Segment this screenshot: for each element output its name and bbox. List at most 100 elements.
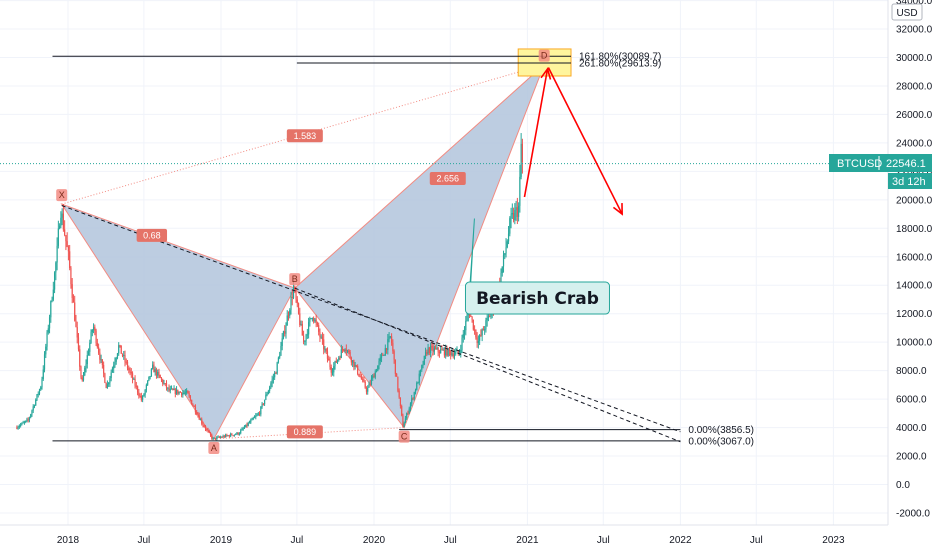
candle-body: [290, 296, 292, 311]
candle-body: [164, 383, 166, 385]
price-tick-label: 8000.0: [896, 366, 927, 377]
candle-body: [255, 415, 257, 418]
candle-body: [101, 359, 103, 365]
candle-body: [412, 398, 414, 400]
price-axis[interactable]: -2000.0 0.0 2000.0 4000.0 6000.0 8000.0 10000.…: [887, 0, 932, 525]
callout-box: [464, 281, 610, 315]
level-label: 261.80%(29613.9): [579, 58, 661, 69]
candle-body: [442, 349, 444, 351]
candle-body: [149, 376, 151, 378]
candle-body: [308, 322, 310, 335]
candle-body: [62, 213, 64, 230]
candle-body: [76, 327, 78, 338]
level-label: 161.80%(30089.7): [579, 52, 661, 63]
candle-body: [417, 382, 419, 384]
price-tick-label: 0.0: [896, 480, 910, 491]
candle-body: [96, 342, 98, 348]
candle-body: [363, 379, 365, 382]
countdown-tag: 3d 12h: [888, 173, 932, 189]
candle-body: [182, 392, 184, 396]
candle-body: [108, 382, 110, 385]
candle-body: [202, 423, 204, 426]
candle-body: [329, 360, 331, 368]
candle-body: [514, 210, 516, 221]
candle-body: [280, 346, 282, 356]
time-axis[interactable]: 2018 Jul 2019 Jul 2020 Jul 2021 Jul 2022 Jul 2023: [0, 524, 932, 550]
candle-body: [299, 313, 301, 325]
candle-body: [30, 414, 32, 418]
candle-body: [334, 361, 336, 367]
candle-body: [341, 349, 344, 351]
candle-body: [432, 346, 434, 352]
candle-body: [393, 351, 395, 360]
candle-body: [463, 330, 466, 335]
candle-body: [61, 213, 63, 218]
candle-body: [407, 413, 409, 415]
candle-body: [189, 396, 191, 400]
candle-body: [394, 359, 396, 374]
time-tick-label: Jul: [137, 535, 150, 546]
candle-body: [38, 389, 41, 394]
candle-body: [206, 429, 208, 431]
candle-body: [314, 319, 316, 322]
candle-body: [466, 315, 468, 321]
candle-body: [128, 368, 130, 371]
candle-body: [422, 364, 424, 366]
candle-body: [197, 414, 199, 416]
time-tick-label: Jul: [290, 535, 303, 546]
candle-body: [502, 254, 505, 267]
candle-body: [481, 329, 483, 336]
candle-body: [269, 387, 271, 391]
candle-body: [226, 434, 228, 436]
candle-body: [85, 364, 87, 368]
candle-body: [431, 346, 433, 348]
price-tick-label: 22000.0: [896, 167, 932, 178]
candle-body: [133, 378, 135, 380]
candle-body: [69, 251, 71, 268]
candle-body: [310, 318, 312, 320]
candle-body: [33, 405, 36, 407]
candle-body: [438, 351, 440, 354]
pattern-point-badge: [398, 430, 410, 443]
candle-body: [399, 397, 402, 406]
candle-body: [214, 437, 217, 440]
candle-body: [455, 351, 457, 354]
candle-body: [258, 413, 261, 415]
pattern-point-badge: [56, 189, 68, 202]
ratio-label: 0.68: [143, 230, 161, 240]
candle-body: [230, 433, 232, 437]
candle-body: [170, 388, 173, 390]
candle-body: [267, 390, 269, 395]
callout-seam: [466, 293, 470, 304]
candle-body: [435, 348, 437, 350]
pattern-point-badge: [289, 273, 301, 286]
candle-body: [520, 143, 522, 177]
candle-body: [277, 357, 280, 363]
candle-body: [257, 413, 259, 415]
candle-body: [419, 369, 422, 374]
candle-body: [168, 387, 170, 391]
candle-body: [433, 348, 435, 352]
candle-body: [355, 365, 357, 367]
candle-body: [358, 373, 360, 377]
candle-body: [475, 329, 477, 338]
candle-body: [77, 337, 80, 350]
candle-body: [368, 383, 370, 388]
candle-body: [124, 355, 126, 362]
candle-body: [43, 354, 46, 370]
candle-body: [440, 349, 442, 354]
candle-body: [32, 406, 34, 411]
arrow-line: [547, 67, 623, 215]
currency-badge[interactable]: USD: [891, 3, 923, 21]
candle-body: [207, 429, 209, 432]
candle-body: [416, 382, 418, 391]
pattern-point-badge: [208, 441, 220, 454]
candle-body: [384, 348, 386, 355]
candle-body: [274, 372, 276, 378]
candle-body: [106, 384, 109, 389]
candle-body: [253, 417, 256, 419]
candle-body: [252, 418, 254, 420]
candle-body: [289, 310, 291, 316]
candle-body: [297, 303, 300, 314]
